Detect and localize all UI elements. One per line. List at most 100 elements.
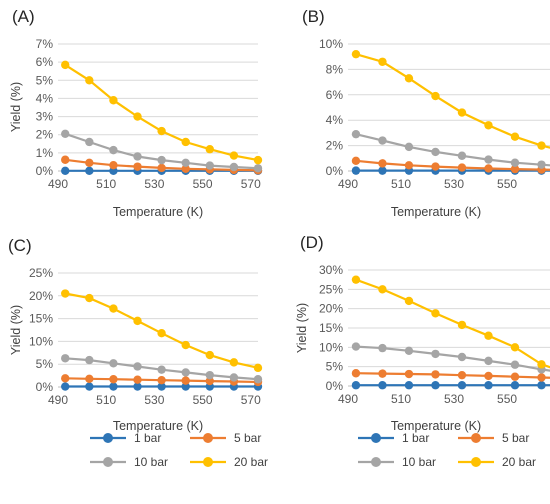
data-point [181, 158, 190, 168]
data-point [431, 147, 440, 157]
data-point [61, 289, 70, 298]
series-5-bar [351, 369, 550, 382]
data-point [181, 137, 190, 147]
y-tick-label: 0% [326, 164, 344, 178]
data-point [457, 381, 467, 390]
data-point [61, 60, 70, 70]
series-10-bar [61, 354, 263, 384]
data-point [85, 158, 94, 168]
legend-entry: 5 bar [458, 431, 529, 445]
data-point [85, 374, 94, 383]
data-point [157, 328, 166, 338]
panel-label: (A) [12, 7, 35, 26]
y-axis-label: Yield (%) [9, 82, 23, 132]
data-point [404, 296, 414, 306]
data-point [109, 96, 118, 105]
data-point [484, 121, 493, 130]
data-point [404, 381, 414, 390]
panel-label: (C) [8, 236, 32, 255]
data-point [253, 375, 263, 384]
x-axis-label: Temperature (K) [391, 419, 481, 433]
data-point [181, 376, 190, 385]
data-point [510, 372, 520, 381]
series-line [64, 63, 259, 162]
data-point [431, 370, 440, 379]
data-point [253, 164, 263, 173]
series-10-bar [61, 129, 263, 173]
legend-label: 20 bar [502, 455, 536, 469]
y-tick-label: 25% [319, 282, 343, 296]
data-point [157, 375, 166, 385]
data-point [61, 166, 70, 176]
data-point [378, 381, 387, 390]
legend-swatch-marker [103, 457, 113, 467]
data-point [85, 166, 94, 176]
data-point [157, 163, 166, 173]
x-axis-label: Temperature (K) [113, 205, 203, 219]
data-point [61, 382, 70, 391]
data-point [205, 350, 215, 360]
data-point [537, 360, 546, 369]
data-point [431, 309, 440, 318]
y-tick-label: 0% [326, 379, 344, 393]
x-tick-label: 550 [497, 392, 517, 406]
chart-3: 0%5%10%15%20%25%30%490510530550570Temper… [295, 233, 550, 433]
y-tick-label: 20% [319, 302, 343, 316]
data-point [253, 363, 263, 373]
series-10-bar [351, 342, 550, 374]
data-point [378, 159, 387, 168]
data-point [157, 382, 166, 391]
x-tick-label: 510 [96, 177, 116, 191]
data-point [109, 375, 118, 384]
legend-label: 10 bar [402, 455, 436, 469]
series-20-bar [61, 289, 263, 373]
data-point [404, 346, 414, 356]
data-point [229, 151, 239, 160]
data-point [351, 381, 361, 390]
series-20-bar [351, 49, 550, 150]
x-tick-label: 530 [144, 393, 164, 407]
data-point [85, 382, 94, 391]
data-point [484, 155, 493, 164]
y-tick-label: 0% [36, 380, 54, 394]
y-tick-label: 15% [319, 321, 343, 335]
y-tick-label: 7% [36, 37, 54, 51]
data-point [133, 382, 142, 391]
panel-label: (D) [300, 233, 324, 252]
x-tick-label: 550 [193, 393, 213, 407]
y-tick-label: 10% [319, 37, 343, 51]
data-point [378, 166, 387, 175]
legend-label: 5 bar [234, 431, 261, 445]
y-tick-label: 6% [36, 55, 54, 69]
data-point [351, 342, 361, 351]
data-point [157, 126, 166, 136]
data-point [537, 381, 546, 390]
y-tick-label: 25% [29, 266, 53, 280]
chart-0: 0% 1% 2% 3% 4% 5% 6% 7% 490 510 530 550 570 Temperatu… [9, 7, 263, 219]
y-tick-label: 4% [326, 113, 344, 127]
y-tick-label: 20% [29, 289, 53, 303]
x-axis-label: Temperature (K) [391, 205, 481, 219]
legend-entry: 20 bar [190, 455, 268, 469]
data-point [133, 316, 142, 326]
y-tick-label: 3% [36, 110, 54, 124]
data-point [457, 108, 467, 117]
data-point [205, 370, 215, 380]
x-tick-label: 510 [391, 392, 411, 406]
data-point [85, 293, 94, 303]
legend-entry: 10 bar [358, 455, 436, 469]
y-axis-label: Yield (%) [295, 303, 309, 353]
data-point [404, 142, 414, 152]
data-point [133, 362, 142, 371]
x-axis-label: Temperature (K) [113, 419, 203, 433]
data-point [351, 275, 361, 284]
series-line [355, 278, 550, 369]
data-point [457, 370, 467, 380]
x-tick-label: 510 [96, 393, 116, 407]
legend-label: 10 bar [134, 455, 168, 469]
data-point [133, 162, 142, 171]
data-point [157, 365, 166, 374]
x-tick-label: 510 [391, 177, 411, 191]
series-line [355, 53, 550, 149]
data-point [351, 166, 361, 175]
